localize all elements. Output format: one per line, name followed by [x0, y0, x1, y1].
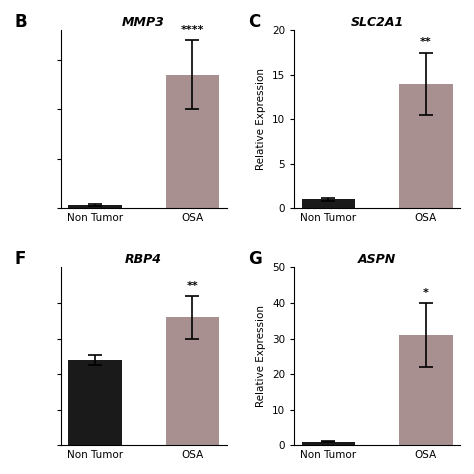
- Y-axis label: Relative Expression: Relative Expression: [256, 305, 266, 407]
- Text: *: *: [423, 288, 429, 298]
- Y-axis label: Relative Expression: Relative Expression: [256, 68, 266, 170]
- Text: **: **: [186, 281, 198, 291]
- Bar: [302, 442, 355, 445]
- Text: C: C: [248, 13, 260, 31]
- Text: B: B: [14, 13, 27, 31]
- Bar: [165, 75, 219, 208]
- Bar: [302, 200, 355, 208]
- Title: SLC2A1: SLC2A1: [350, 16, 404, 29]
- Title: ASPN: ASPN: [358, 253, 396, 266]
- Bar: [399, 335, 453, 445]
- Bar: [165, 317, 219, 445]
- Title: MMP3: MMP3: [122, 16, 165, 29]
- Text: **: **: [420, 37, 432, 47]
- Bar: [68, 360, 122, 445]
- Bar: [68, 205, 122, 208]
- Text: G: G: [248, 250, 262, 268]
- Bar: [399, 84, 453, 208]
- Title: RBP4: RBP4: [125, 253, 162, 266]
- Text: ****: ****: [181, 25, 204, 35]
- Text: F: F: [14, 250, 26, 268]
